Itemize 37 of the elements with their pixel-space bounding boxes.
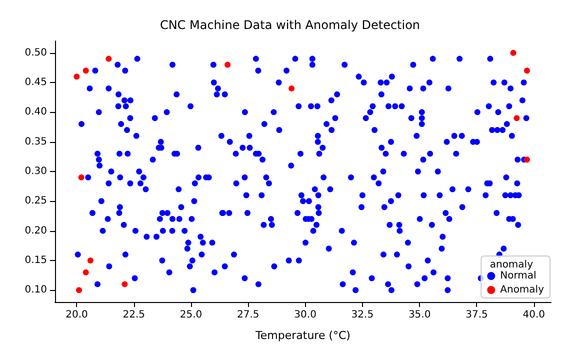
point [82, 269, 89, 276]
point [288, 85, 295, 92]
chart-title: CNC Machine Data with Anomaly Detection [160, 18, 420, 32]
y-tick-label: 0.25 [24, 196, 47, 207]
legend-label: Anomaly [500, 284, 544, 296]
point [524, 68, 530, 74]
point [510, 50, 516, 56]
point [74, 74, 80, 80]
x-tick-label: 27.5 [237, 310, 260, 320]
y-tick-label: 0.40 [24, 106, 47, 118]
x-axis-title: Temperature (°C) [254, 329, 350, 342]
y-tick-label: 0.10 [24, 284, 47, 296]
point [122, 281, 128, 288]
y-tick-label: 0.30 [24, 166, 47, 177]
legend-label: Normal [500, 270, 536, 282]
legend-title: anomaly [490, 260, 534, 270]
x-tick-label: 25.0 [180, 310, 202, 320]
point [106, 56, 112, 62]
point [524, 156, 530, 163]
y-tick-label: 0.50 [24, 47, 47, 58]
point [78, 174, 84, 180]
x-tick-label: 35.0 [408, 310, 431, 320]
x-tick-label: 30.0 [294, 310, 316, 320]
y-tick-label: 0.15 [24, 254, 47, 266]
point [224, 62, 231, 68]
x-tick-label: 32.5 [351, 310, 374, 320]
point [514, 115, 520, 122]
x-tick-label: 37.5 [466, 310, 488, 320]
x-tick-label: 40.0 [522, 310, 545, 320]
point [76, 287, 82, 294]
point [87, 257, 94, 264]
x-tick-label: 22.5 [122, 310, 145, 320]
y-tick-label: 0.35 [24, 136, 47, 148]
x-tick-label: 20.0 [66, 310, 88, 320]
point [82, 68, 89, 74]
y-tick-label: 0.20 [24, 225, 47, 236]
y-tick-label: 0.45 [24, 77, 47, 88]
